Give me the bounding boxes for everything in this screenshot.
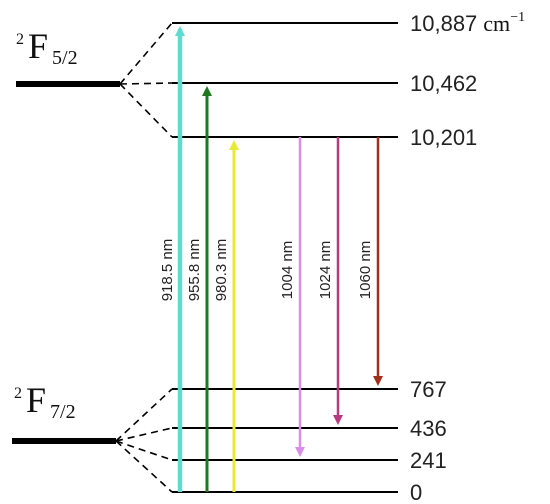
upper-manifold-label: 2 F 5/2 — [16, 26, 78, 69]
energy-unit: cm — [483, 11, 510, 36]
energy-value: 767 — [410, 377, 447, 402]
energy-level-label: 10,462 — [410, 71, 477, 96]
transition-wavelength-label: 1060 nm — [357, 241, 374, 299]
energy-level-label: 10,201 — [410, 125, 477, 150]
transition-wavelength-label: 955.8 nm — [186, 239, 203, 302]
energy-level-label: 436 — [410, 416, 447, 441]
degeneracy-connector-line — [119, 22, 173, 85]
degeneracy-connector-line — [119, 82, 173, 85]
energy-value: 10,462 — [410, 71, 477, 96]
energy-value: 0 — [410, 480, 422, 504]
energy-level-label: 767 — [410, 377, 447, 402]
energy-level-label: 0 — [410, 480, 422, 504]
energy-value: 241 — [410, 448, 447, 473]
upper-manifold-subscript: 5/2 — [52, 47, 78, 69]
transition-wavelength-label: 918.5 nm — [159, 239, 176, 302]
degeneracy-connector-line — [119, 83, 173, 138]
energy-value: 436 — [410, 416, 447, 441]
energy-unit-exponent: −1 — [510, 10, 525, 25]
energy-level-label: 10,887 cm−1 — [410, 10, 525, 36]
energy-value: 10,201 — [410, 125, 477, 150]
degeneracy-connector-line — [115, 427, 173, 442]
energy-value: 10,887 — [410, 11, 477, 36]
transition-wavelength-label: 980.3 nm — [213, 239, 230, 302]
transition-wavelength-label: 1004 nm — [279, 241, 296, 299]
degeneracy-connector-line — [115, 388, 173, 442]
energy-level-label: 241 — [410, 448, 447, 473]
lower-manifold-label: 2 F 7/2 — [14, 380, 76, 423]
lower-manifold-superscript: 2 — [14, 385, 22, 402]
lower-manifold-subscript: 7/2 — [50, 401, 76, 423]
upper-manifold-superscript: 2 — [16, 31, 24, 48]
degeneracy-connector-line — [115, 440, 173, 493]
degeneracy-connector-line — [115, 440, 173, 461]
upper-manifold-term: F — [28, 26, 48, 66]
transition-wavelength-label: 1024 nm — [317, 241, 334, 299]
lower-manifold-term: F — [26, 380, 46, 420]
